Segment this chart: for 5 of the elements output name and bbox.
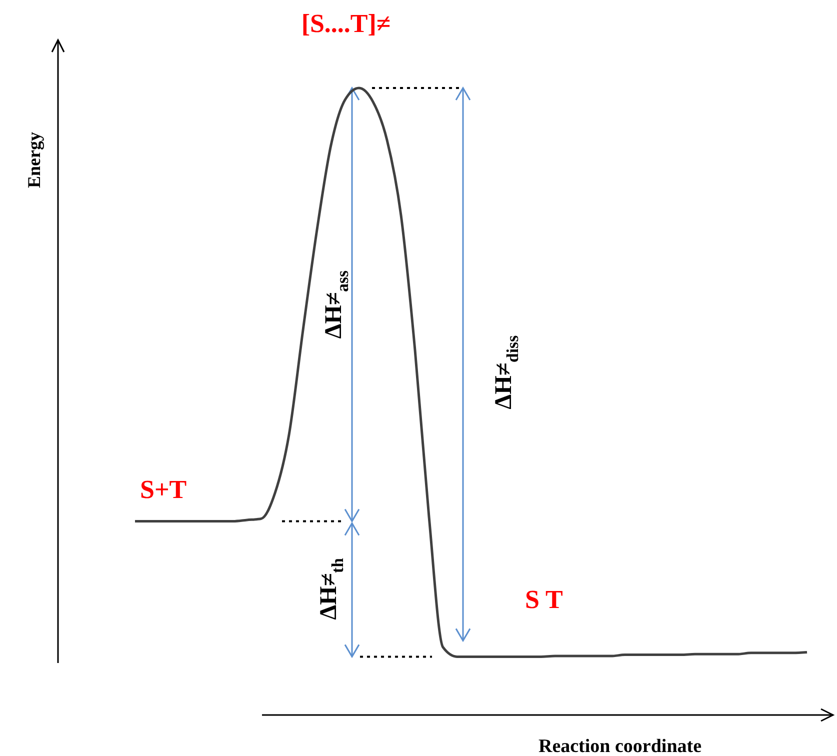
- annotation: S T: [525, 585, 563, 614]
- x-axis-title: Reaction coordinate: [538, 736, 702, 756]
- annotation: S+T: [140, 475, 187, 504]
- text: [S....T]≠: [301, 9, 391, 38]
- y-axis-title: Energy: [24, 132, 44, 188]
